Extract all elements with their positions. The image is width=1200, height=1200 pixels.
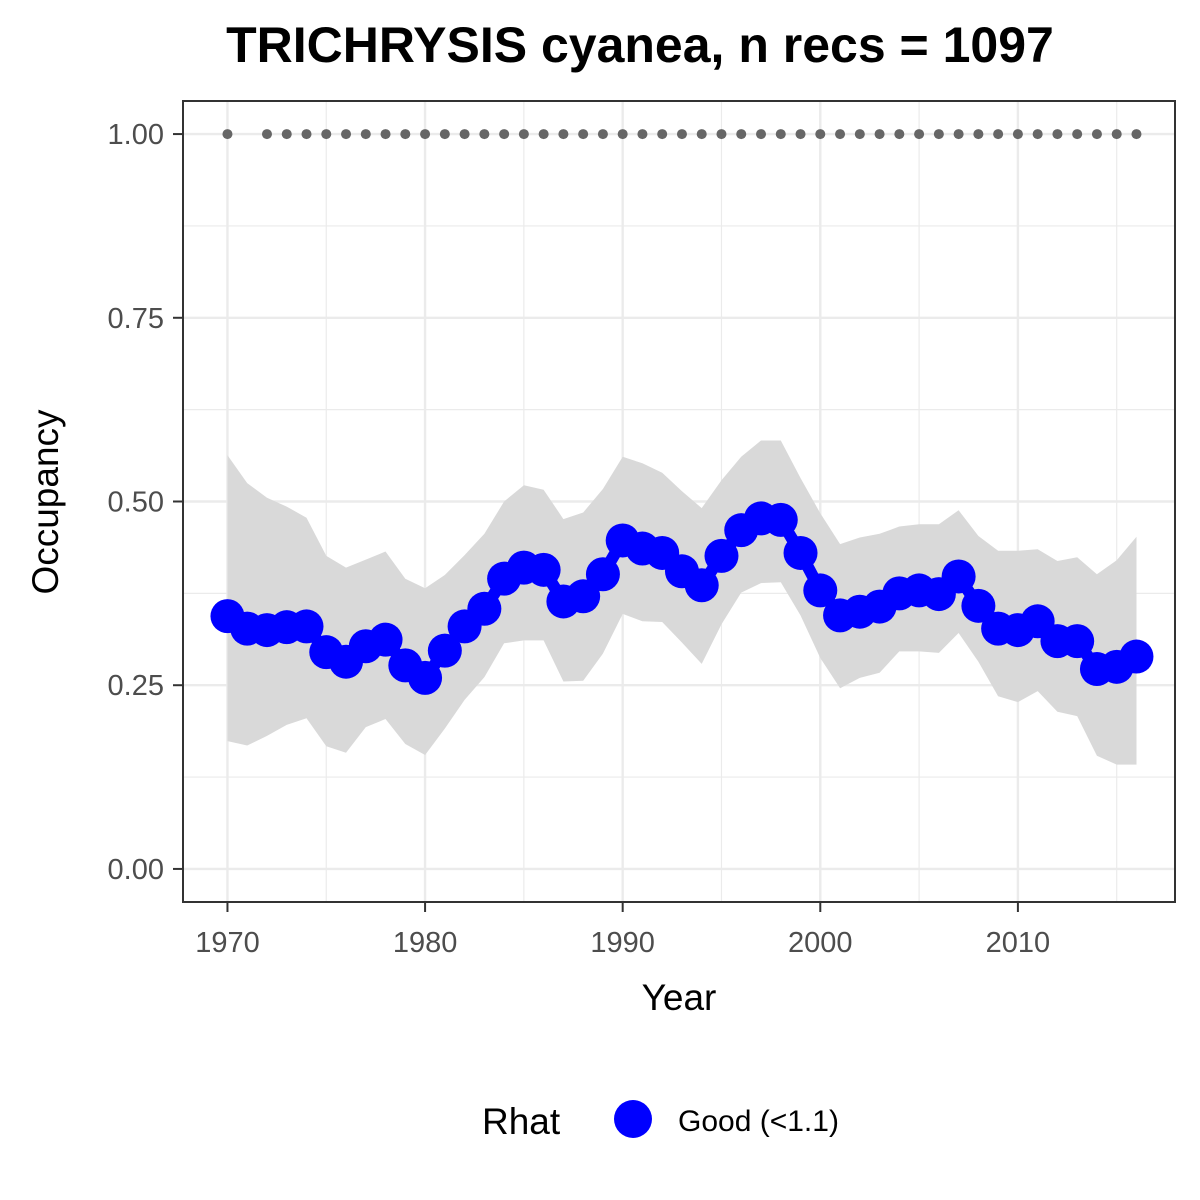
record-marker	[459, 129, 470, 140]
confidence-ribbon	[227, 440, 1137, 765]
y-axis-title: Occupancy	[25, 409, 66, 595]
occupancy-point	[684, 568, 719, 603]
y-tick-label: 0.00	[108, 854, 164, 886]
legend: Rhat Good (<1.1)	[482, 1100, 839, 1142]
record-marker	[795, 129, 806, 140]
occupancy-point	[704, 538, 739, 573]
x-axis: 1970 1980 1990 2000 2010	[195, 902, 1050, 959]
record-marker	[676, 129, 687, 140]
record-marker	[973, 129, 984, 140]
x-tick-label: 2010	[986, 927, 1051, 959]
occupancy-point	[783, 535, 818, 570]
occupancy-point	[961, 588, 996, 623]
record-marker	[400, 129, 411, 140]
record-marker	[281, 129, 292, 140]
record-markers	[222, 129, 1142, 140]
x-tick-label: 1990	[590, 927, 655, 959]
occupancy-point	[1119, 639, 1154, 674]
record-marker	[380, 129, 391, 140]
record-marker	[617, 129, 628, 140]
y-tick-label: 0.50	[108, 487, 164, 519]
x-axis-title: Year	[642, 977, 717, 1018]
occupancy-point	[763, 502, 798, 537]
record-marker	[341, 129, 352, 140]
record-marker	[756, 129, 767, 140]
x-tick-label: 2000	[788, 927, 853, 959]
occupancy-point	[427, 633, 462, 668]
record-marker	[953, 129, 964, 140]
record-marker	[894, 129, 905, 140]
occupancy-point	[467, 591, 502, 626]
record-marker	[993, 129, 1004, 140]
occupancy-point	[585, 557, 620, 592]
y-tick-label: 1.00	[108, 119, 164, 151]
record-marker	[499, 129, 510, 140]
record-marker	[815, 129, 826, 140]
record-marker	[321, 129, 332, 140]
record-marker	[222, 129, 233, 140]
record-marker	[1032, 129, 1043, 140]
record-marker	[914, 129, 925, 140]
record-marker	[420, 129, 431, 140]
plot-panel	[182, 100, 1176, 903]
record-marker	[1131, 129, 1142, 140]
record-marker	[736, 129, 747, 140]
occupancy-point	[526, 552, 561, 587]
record-marker	[360, 129, 371, 140]
record-marker	[578, 129, 589, 140]
record-marker	[933, 129, 944, 140]
record-marker	[1052, 129, 1063, 140]
record-marker	[637, 129, 648, 140]
record-marker	[558, 129, 569, 140]
y-tick-label: 0.25	[108, 670, 164, 702]
occupancy-series	[210, 501, 1154, 695]
occupancy-point	[566, 579, 601, 614]
record-marker	[439, 129, 450, 140]
record-marker	[835, 129, 846, 140]
x-tick-label: 1980	[393, 927, 458, 959]
record-marker	[301, 129, 312, 140]
occupancy-point	[803, 573, 838, 608]
legend-title: Rhat	[482, 1101, 561, 1142]
record-marker	[854, 129, 865, 140]
record-marker	[261, 129, 272, 140]
occupancy-point	[408, 660, 443, 695]
record-marker	[1091, 129, 1102, 140]
x-tick-label: 1970	[195, 927, 260, 959]
record-marker	[1111, 129, 1122, 140]
chart-title: TRICHRYSIS cyanea, n recs = 1097	[226, 17, 1054, 73]
occupancy-point	[368, 622, 403, 657]
record-marker	[479, 129, 490, 140]
occupancy-point	[1060, 624, 1095, 659]
record-marker	[1072, 129, 1083, 140]
record-marker	[716, 129, 727, 140]
record-marker	[518, 129, 529, 140]
legend-label-good: Good (<1.1)	[678, 1105, 839, 1138]
y-axis: 0.00 0.25 0.50 0.75 1.00	[108, 119, 183, 886]
legend-key-good	[614, 1100, 652, 1138]
occupancy-point	[941, 559, 976, 594]
record-marker	[597, 129, 608, 140]
record-marker	[1012, 129, 1023, 140]
record-marker	[874, 129, 885, 140]
y-tick-label: 0.75	[108, 303, 164, 335]
record-marker	[538, 129, 549, 140]
record-marker	[775, 129, 786, 140]
record-marker	[696, 129, 707, 140]
occupancy-point	[289, 609, 324, 644]
record-marker	[657, 129, 668, 140]
